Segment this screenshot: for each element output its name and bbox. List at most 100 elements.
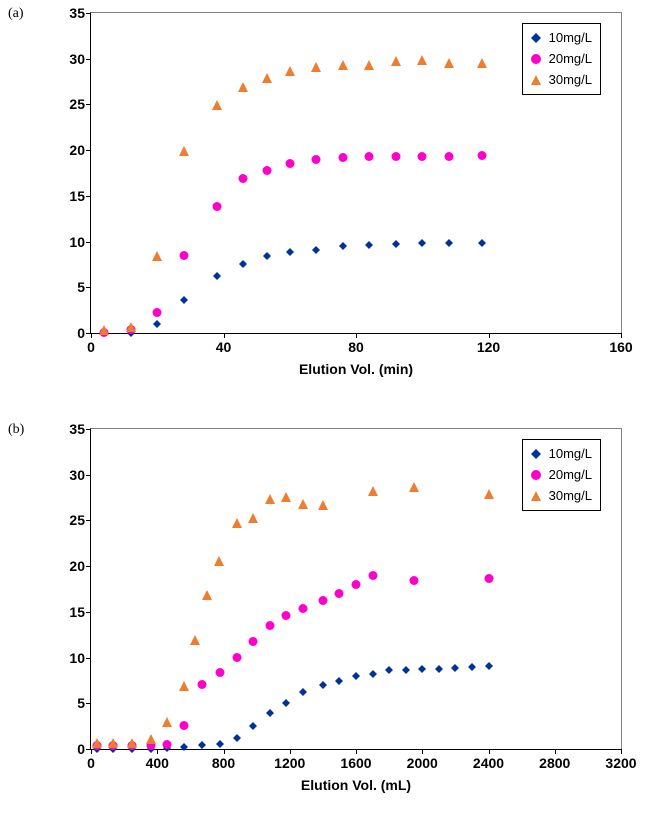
legend-marker-icon <box>529 73 543 87</box>
data-point <box>352 576 361 594</box>
legend: 10mg/L20mg/L30mg/L <box>522 23 601 95</box>
x-axis-label: Elution Vol. (min) <box>299 361 413 377</box>
y-tick-label: 25 <box>45 96 85 112</box>
y-tick-label: 0 <box>45 741 85 757</box>
data-point <box>418 660 426 678</box>
legend-row: 10mg/L <box>529 444 592 465</box>
x-tick-mark <box>555 749 556 754</box>
data-point <box>445 234 453 252</box>
legend-row: 20mg/L <box>529 465 592 486</box>
data-point <box>233 729 241 747</box>
y-tick-label: 5 <box>45 695 85 711</box>
y-tick-label: 10 <box>45 234 85 250</box>
data-point <box>402 661 410 679</box>
y-tick-label: 20 <box>45 142 85 158</box>
data-point <box>238 79 248 97</box>
data-point <box>282 607 291 625</box>
y-tick-mark <box>86 13 91 14</box>
data-point <box>369 665 377 683</box>
y-tick-mark <box>86 703 91 704</box>
x-tick-mark <box>356 749 357 754</box>
legend-row: 10mg/L <box>529 28 592 49</box>
data-point <box>299 600 308 618</box>
data-point <box>391 148 400 166</box>
x-tick-mark <box>91 333 92 338</box>
data-point <box>392 235 400 253</box>
panel-a-label: (a) <box>8 6 24 22</box>
data-point <box>263 247 271 265</box>
data-point <box>444 55 454 73</box>
data-point <box>213 267 221 285</box>
data-point <box>152 248 162 266</box>
y-tick-label: 25 <box>45 512 85 528</box>
panel-a: (a) 0510152025303504080120160Elution Vol… <box>0 0 658 416</box>
data-point <box>282 694 290 712</box>
y-tick-mark <box>86 150 91 151</box>
data-point <box>216 664 225 682</box>
data-point <box>262 70 272 88</box>
data-point <box>212 97 222 115</box>
data-point <box>281 489 291 507</box>
data-point <box>265 617 274 635</box>
data-point <box>478 234 486 252</box>
data-point <box>232 515 242 533</box>
data-point <box>338 57 348 75</box>
legend-label: 30mg/L <box>549 486 592 507</box>
y-tick-label: 15 <box>45 604 85 620</box>
data-point <box>418 234 426 252</box>
legend-marker-icon <box>529 489 543 503</box>
data-point <box>409 572 418 590</box>
data-point <box>298 496 308 514</box>
data-point <box>444 148 453 166</box>
data-point <box>484 486 494 504</box>
plot-area-a: 0510152025303504080120160Elution Vol. (m… <box>90 12 622 334</box>
legend-marker-icon <box>529 468 543 482</box>
data-point <box>285 63 295 81</box>
data-point <box>385 661 393 679</box>
legend-marker-icon <box>529 447 543 461</box>
data-point <box>338 149 347 167</box>
data-point <box>365 236 373 254</box>
data-point <box>214 553 224 571</box>
data-point <box>108 735 118 753</box>
x-tick-mark <box>489 749 490 754</box>
legend-label: 20mg/L <box>549 49 592 70</box>
x-tick-mark <box>157 749 158 754</box>
x-tick-label: 2000 <box>407 755 438 771</box>
data-point <box>485 657 493 675</box>
x-tick-label: 80 <box>348 339 364 355</box>
data-point <box>180 738 188 756</box>
x-tick-label: 3200 <box>605 755 636 771</box>
data-point <box>318 592 327 610</box>
legend-row: 20mg/L <box>529 49 592 70</box>
x-tick-mark <box>621 749 622 754</box>
x-tick-label: 0 <box>87 339 95 355</box>
data-point <box>190 632 200 650</box>
legend-label: 30mg/L <box>549 70 592 91</box>
legend-marker-icon <box>529 52 543 66</box>
data-point <box>484 570 493 588</box>
y-tick-mark <box>86 520 91 521</box>
y-tick-mark <box>86 475 91 476</box>
x-tick-mark <box>621 333 622 338</box>
panel-b-label: (b) <box>8 422 24 438</box>
data-point <box>248 510 258 528</box>
data-point <box>468 658 476 676</box>
data-point <box>312 241 320 259</box>
legend-label: 10mg/L <box>549 28 592 49</box>
x-tick-label: 1600 <box>340 755 371 771</box>
data-point <box>265 491 275 509</box>
data-point <box>285 155 294 173</box>
x-tick-mark <box>224 333 225 338</box>
legend-label: 20mg/L <box>549 465 592 486</box>
data-point <box>335 585 344 603</box>
y-tick-mark <box>86 612 91 613</box>
y-tick-mark <box>86 566 91 567</box>
panel-b: (b) 051015202530350400800120016002000240… <box>0 416 658 832</box>
y-tick-label: 0 <box>45 325 85 341</box>
x-tick-mark <box>422 749 423 754</box>
data-point <box>99 322 109 340</box>
data-point <box>451 659 459 677</box>
data-point <box>92 735 102 753</box>
data-point <box>368 567 377 585</box>
